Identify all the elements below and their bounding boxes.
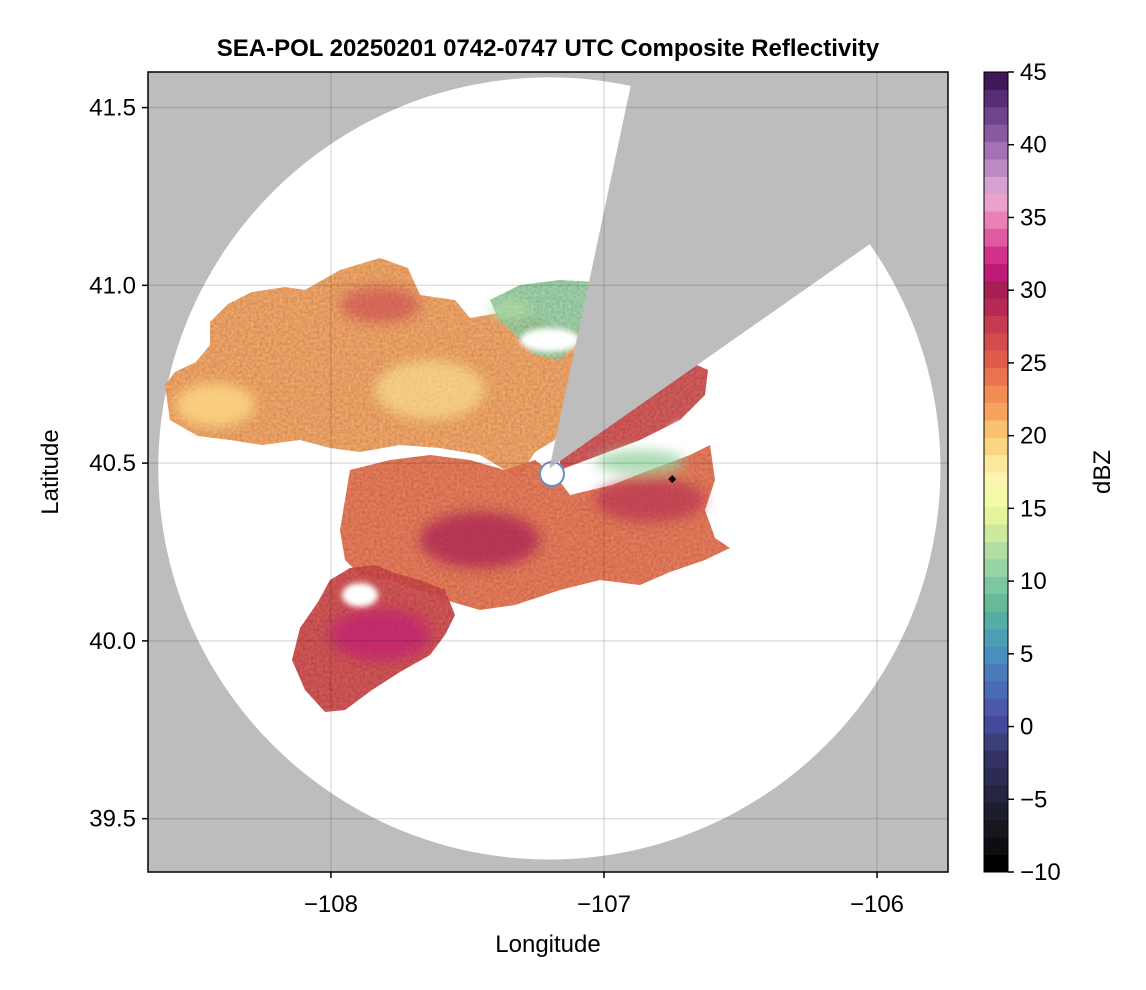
colorbar-swatch (984, 715, 1008, 734)
colorbar-tick-label: 45 (1020, 59, 1047, 86)
echo-cores (175, 287, 705, 661)
plot-frame (147, 71, 949, 873)
colorbar-swatch (984, 524, 1008, 543)
colorbar: −10 −5 0 5 10 15 20 25 30 35 40 45 (983, 59, 1061, 886)
clear-hole-east (670, 422, 694, 438)
colorbar-swatch (984, 576, 1008, 595)
colorbar-swatch (984, 628, 1008, 647)
colorbar-swatch (984, 558, 1008, 577)
x-axis-label: Longitude (495, 931, 600, 958)
colorbar-swatch (984, 785, 1008, 803)
core-north (340, 287, 420, 323)
y-tick-label: 41.5 (89, 95, 136, 122)
colorbar-swatch (984, 419, 1008, 438)
colorbar-swatch (984, 176, 1008, 195)
colorbar-swatch (984, 767, 1008, 786)
colorbar-swatch (984, 141, 1008, 160)
colorbar-tick-label: 10 (1020, 568, 1047, 595)
y-axis: 39.5 40.0 40.5 41.0 41.5 (89, 95, 148, 833)
colorbar-tick-label: 15 (1020, 495, 1047, 522)
colorbar-swatch (984, 506, 1008, 525)
grid-lines (148, 72, 948, 872)
colorbar-swatch (984, 106, 1008, 125)
y-tick-label: 40.0 (89, 628, 136, 655)
colorbar-swatch (984, 663, 1008, 682)
y-tick-label: 41.0 (89, 272, 136, 299)
colorbar-tick-label: 20 (1020, 423, 1047, 450)
core-southwest (330, 609, 430, 661)
y-tick-label: 40.5 (89, 450, 136, 477)
colorbar-swatch (984, 489, 1008, 508)
echo-northwest-cluster (165, 258, 592, 475)
colorbar-swatch (984, 750, 1008, 769)
colorbar-swatch (984, 280, 1008, 299)
location-marker (668, 475, 677, 484)
core-center-light (375, 360, 485, 420)
colorbar-swatch (984, 611, 1008, 630)
colorbar-swatch (984, 402, 1008, 421)
colorbar-swatch (984, 89, 1008, 108)
colorbar-tick-label: 40 (1020, 132, 1047, 159)
colorbar-swatch (984, 837, 1008, 856)
core-east (595, 478, 705, 522)
core-weak-ne (595, 450, 685, 474)
clear-hole-north (520, 328, 580, 352)
colorbar-swatch (984, 228, 1008, 247)
colorbar-tick-label: −10 (1020, 859, 1061, 886)
colorbar-tick-label: 0 (1020, 714, 1033, 741)
colorbar-swatch (984, 193, 1008, 212)
y-axis-label: Latitude (37, 429, 64, 514)
colorbar-swatch (984, 454, 1008, 473)
colorbar-swatch (984, 541, 1008, 560)
colorbar-tick-label: 5 (1020, 641, 1033, 668)
colorbar-swatch (984, 350, 1008, 369)
colorbar-label: dBZ (1089, 450, 1116, 494)
colorbar-swatch (984, 802, 1008, 821)
x-tick-label: −106 (850, 891, 904, 918)
colorbar-swatch (984, 263, 1008, 282)
colorbar-tick-label: 35 (1020, 204, 1047, 231)
clear-hole-west (342, 583, 378, 607)
echo-layer (165, 258, 730, 712)
colorbar-tick-label: −5 (1020, 786, 1047, 813)
y-tick-label: 39.5 (89, 806, 136, 833)
colorbar-swatch (984, 385, 1008, 403)
colorbar-swatch (984, 698, 1008, 716)
colorbar-swatch (984, 72, 1008, 90)
blocked-sector (549, 78, 877, 469)
colorbar-swatch (984, 819, 1008, 838)
plot-area (147, 71, 949, 873)
colorbar-swatch (984, 593, 1008, 612)
colorbar-swatch (984, 732, 1008, 751)
colorbar-swatch (984, 472, 1008, 490)
colorbar-swatch (984, 367, 1008, 386)
echo-eastern-band (560, 362, 708, 470)
colorbar-swatch (984, 315, 1008, 334)
core-northwest-light (175, 383, 255, 427)
echo-holes (342, 328, 694, 607)
colorbar-swatch (984, 854, 1008, 873)
x-tick-label: −107 (577, 891, 631, 918)
core-central (420, 512, 540, 568)
colorbar-swatch (984, 437, 1008, 456)
colorbar-swatch (984, 332, 1008, 351)
colorbar-swatch (984, 211, 1008, 230)
colorbar-frame (983, 71, 1009, 873)
chart-title: SEA-POL 20250201 0742-0747 UTC Composite… (217, 35, 880, 62)
x-axis: −108 −107 −106 (304, 872, 904, 918)
colorbar-swatch (984, 124, 1008, 143)
colorbar-swatch (984, 680, 1008, 699)
core-weak-nw (490, 300, 530, 320)
colorbar-tick-label: 30 (1020, 277, 1047, 304)
colorbar-swatch (984, 245, 1008, 264)
x-tick-label: −108 (304, 891, 358, 918)
colorbar-swatch (984, 645, 1008, 664)
colorbar-swatch (984, 158, 1008, 177)
colorbar-tick-label: 25 (1020, 350, 1047, 377)
colorbar-swatch (984, 298, 1008, 316)
